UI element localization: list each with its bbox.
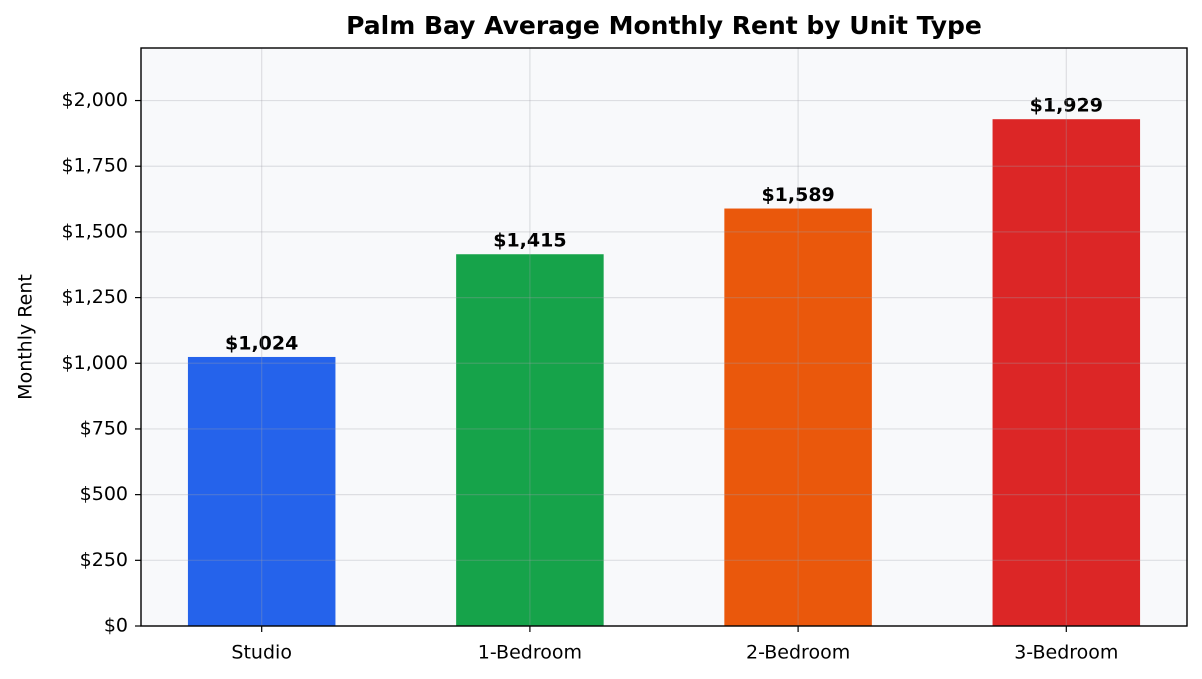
y-tick-label: $1,750 <box>62 155 128 177</box>
x-tick-label: 3-Bedroom <box>1014 642 1118 664</box>
bar <box>724 208 872 626</box>
value-label: $1,929 <box>1030 95 1103 117</box>
bar <box>456 254 604 626</box>
y-tick-label: $500 <box>80 483 128 505</box>
chart-title: Palm Bay Average Monthly Rent by Unit Ty… <box>346 11 982 40</box>
y-tick-label: $2,000 <box>62 89 128 111</box>
x-tick-label: Studio <box>231 642 292 664</box>
y-tick-label: $1,500 <box>62 220 128 242</box>
y-tick-label: $750 <box>80 417 128 439</box>
value-label: $1,024 <box>225 332 298 354</box>
y-tick-label: $1,000 <box>62 352 128 374</box>
y-tick-label: $250 <box>80 549 128 571</box>
plot-frame <box>140 47 1188 627</box>
bar <box>187 356 336 626</box>
y-tick-label: $1,250 <box>62 286 128 308</box>
bar <box>992 119 1141 626</box>
y-tick-label: $0 <box>104 615 128 637</box>
x-tick-label: 1-Bedroom <box>478 642 582 664</box>
y-axis-label: Monthly Rent <box>15 274 37 400</box>
x-tick-label: 2-Bedroom <box>746 642 850 664</box>
value-label: $1,415 <box>493 230 566 252</box>
value-label: $1,589 <box>761 184 834 206</box>
